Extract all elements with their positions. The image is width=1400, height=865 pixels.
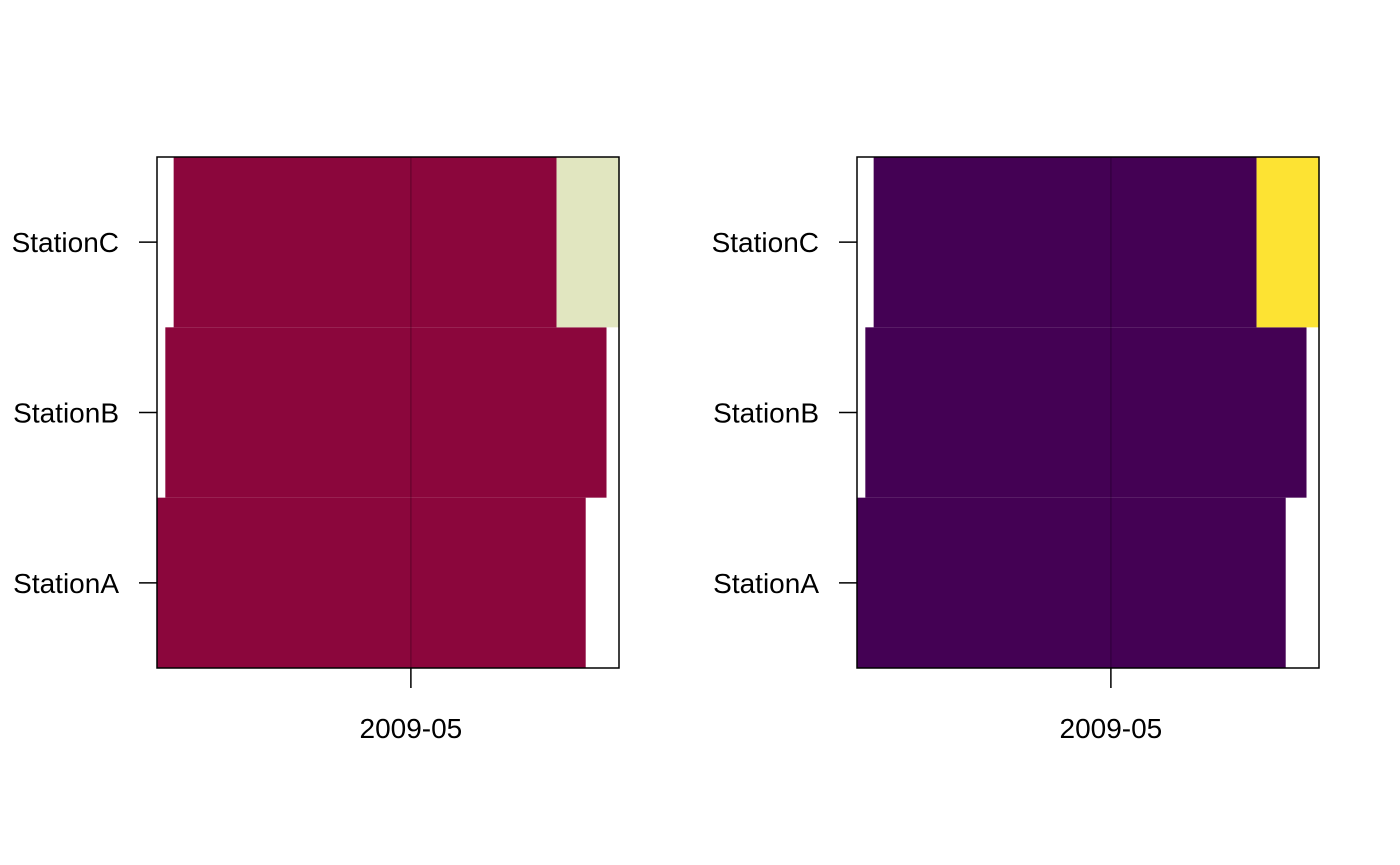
x-tick-label-0: 2009-05 — [360, 713, 463, 744]
x-tick-label-0: 2009-05 — [1060, 713, 1163, 744]
segment-stationc-low-2 — [173, 157, 557, 328]
segment-stationa-low-0 — [157, 497, 586, 668]
y-tick-label-stationc: StationC — [712, 227, 819, 258]
segment-stationc-high-3 — [1256, 157, 1319, 328]
chart-panel-1: StationA StationB StationC 2009-05 — [12, 156, 620, 744]
y-tick-label-stationb: StationB — [13, 398, 119, 429]
y-tick-label-stationa: StationA — [713, 568, 819, 599]
segment-stationc-high-3 — [556, 157, 619, 328]
y-tick-label-stationc: StationC — [12, 227, 119, 258]
chart-panel-2: StationA StationB StationC 2009-05 — [712, 156, 1320, 744]
segment-stationc-low-2 — [873, 157, 1257, 328]
segment-stationb-low-1 — [165, 327, 607, 498]
segment-stationb-low-1 — [865, 327, 1307, 498]
segment-stationa-low-0 — [857, 497, 1286, 668]
y-tick-label-stationb: StationB — [713, 398, 819, 429]
y-tick-label-stationa: StationA — [13, 568, 119, 599]
